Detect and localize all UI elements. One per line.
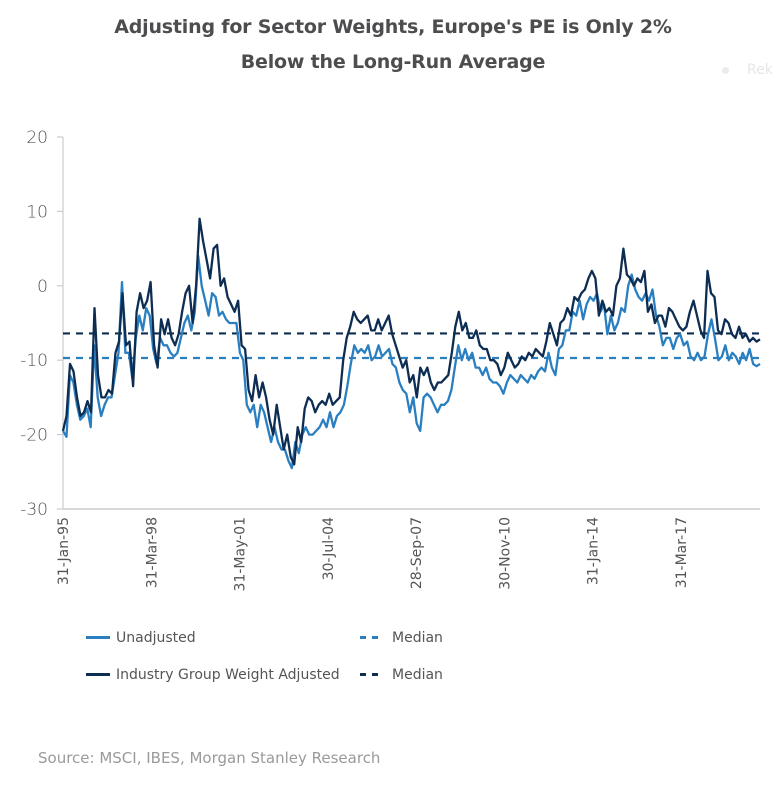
y-tick-label: -20 (20, 426, 48, 446)
legend-swatch-median-unadjusted (360, 635, 378, 639)
legend-swatch-adjusted (86, 672, 110, 676)
y-tick-label: -10 (20, 351, 48, 371)
legend-item-median-adjusted[interactable]: Median (360, 667, 443, 683)
x-tick-label: 30-Jul-04 (321, 517, 337, 580)
x-tick-label: 31-Mar-17 (674, 517, 690, 588)
x-tick-labels: 31-Jan-95 31-Mar-98 31-May-01 30-Jul-04 28-S… (56, 517, 690, 592)
x-tick-label: 30-Nov-10 (497, 517, 513, 590)
legend-item-unadjusted[interactable]: Unadjusted (86, 630, 196, 646)
faded-legend-hint: Rek (722, 62, 773, 78)
y-tick-labels: 20 10 0 -10 -20 -30 (20, 128, 48, 520)
faded-dot-icon (722, 66, 729, 74)
source-note: Source: MSCI, IBES, Morgan Stanley Resea… (38, 749, 381, 767)
faded-label: Rek (747, 62, 773, 78)
legend-swatch-unadjusted (86, 635, 110, 639)
legend-item-adjusted[interactable]: Industry Group Weight Adjusted (86, 667, 340, 683)
legend-label-median-unadjusted: Median (392, 630, 443, 646)
x-tick-label: 31-Mar-98 (144, 517, 160, 588)
legend-item-median-unadjusted[interactable]: Median (360, 630, 443, 646)
legend-swatch-median-adjusted (360, 672, 378, 676)
chart-title: Adjusting for Sector Weights, Europe's P… (114, 16, 672, 38)
series-line-industry-group-weight-adjusted (61, 217, 761, 466)
x-tick-label: 31-Jan-95 (56, 517, 72, 585)
legend-label-median-adjusted: Median (392, 667, 443, 683)
x-tick-label: 31-Jan-14 (586, 517, 602, 585)
y-tick-label: 10 (26, 202, 48, 222)
y-tick-label: 0 (37, 277, 48, 297)
y-tick-label: 20 (26, 128, 48, 148)
series-lines (61, 217, 761, 470)
x-tick-label: 31-May-01 (233, 517, 249, 591)
chart-subtitle: Below the Long-Run Average (240, 51, 546, 73)
legend-label-adjusted: Industry Group Weight Adjusted (116, 667, 340, 683)
series-line-unadjusted (62, 254, 761, 470)
y-tick-label: -30 (20, 500, 48, 520)
legend-label-unadjusted: Unadjusted (116, 630, 196, 646)
x-tick-label: 28-Sep-07 (409, 517, 425, 589)
axes (57, 136, 760, 510)
